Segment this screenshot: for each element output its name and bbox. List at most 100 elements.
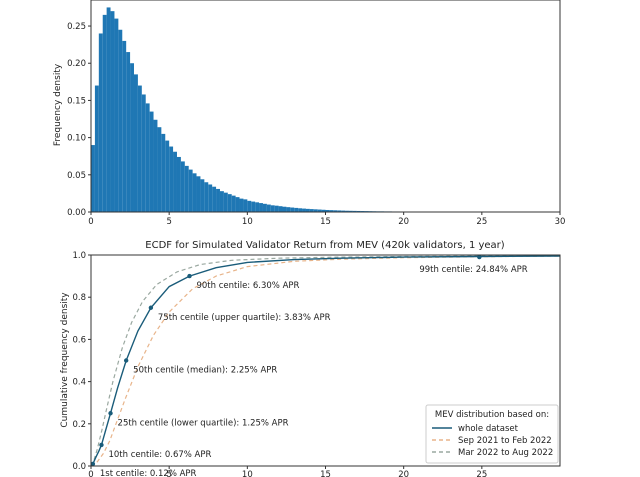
histogram-bar: [341, 210, 346, 212]
ecdf-frame: [90, 254, 561, 467]
centile-marker: [187, 273, 192, 279]
centile-marker: [90, 461, 96, 467]
histogram-bar: [235, 197, 240, 212]
centile-marker: [108, 411, 113, 416]
histogram-bar: [337, 210, 342, 212]
histogram-bar: [356, 210, 361, 212]
histogram-bar: [286, 207, 291, 212]
histogram-bar: [106, 7, 111, 212]
histogram-xtick-label: 5: [166, 217, 171, 227]
histogram-bar: [184, 165, 189, 212]
centile-label: 50th centile (median): 2.25% APR: [133, 366, 277, 376]
histogram-bar: [266, 204, 271, 212]
histogram-bar: [321, 209, 326, 212]
centile-label: 75th centile (upper quartile): 3.83% APR: [158, 313, 331, 323]
histogram-bar: [227, 194, 232, 212]
legend-title: MEV distribution based on:: [435, 410, 549, 420]
legend-items: whole dataset Sep 2021 to Feb 2022 Mar 202…: [432, 424, 553, 458]
histogram-bar: [329, 210, 334, 212]
histogram-ytick-label: 0.20: [67, 59, 86, 69]
histogram-bar: [149, 111, 154, 212]
ecdf-ytick-label: 0.0: [72, 462, 86, 472]
centile-marker: [99, 442, 104, 448]
histogram-panel: Frequency density 0 5 10 15 20 25 30 0.00 0.05 0.…: [53, 0, 565, 227]
centile-label: 25th centile (lower quartile): 1.25% APR: [118, 418, 289, 428]
legend-box: [425, 404, 559, 464]
ecdf-title: ECDF for Simulated Validator Return from…: [145, 240, 505, 251]
histogram-bar: [94, 85, 99, 212]
histogram-bar: [216, 188, 220, 212]
histogram-bar: [247, 200, 252, 212]
histogram-bar: [333, 210, 338, 212]
histogram-bar: [118, 29, 123, 213]
histogram-bar: [282, 206, 287, 212]
centile-label: 99th centile: 24.84% APR: [419, 265, 527, 275]
histogram-bars: [91, 7, 404, 213]
ecdf-ytick-label: 0.2: [72, 420, 86, 430]
histogram-bar: [137, 85, 142, 212]
histogram-bar: [192, 173, 197, 212]
histogram-bar: [130, 63, 134, 212]
histogram-bar: [313, 209, 318, 212]
ecdf-xtick-label: 20: [398, 470, 409, 477]
histogram-bar: [153, 119, 158, 212]
ecdf-panel: ECDF for Simulated Validator Return from…: [60, 240, 561, 477]
ecdf-series-line: [90, 255, 561, 467]
histogram-bar: [169, 146, 174, 212]
legend-label: Sep 2021 to Feb 2022: [458, 436, 552, 446]
histogram-bar: [161, 133, 166, 212]
ecdf-ytick-label: 0.4: [72, 378, 86, 388]
histogram-bar: [126, 52, 131, 212]
legend: MEV distribution based on: whole dataset…: [425, 404, 559, 464]
histogram-xtick-label: 10: [242, 217, 253, 227]
histogram-bar: [278, 206, 283, 212]
histogram-bar: [298, 208, 303, 212]
histogram-bar: [305, 208, 310, 212]
ecdf-xtick-label: 25: [476, 470, 487, 477]
ecdf-ytick-label: 0.6: [72, 335, 86, 345]
legend-label: Mar 2022 to Aug 2022: [458, 448, 553, 458]
histogram-bar: [262, 203, 267, 212]
histogram-bar: [255, 202, 260, 212]
ecdf-xtick-label: 0: [88, 470, 93, 477]
centile-label: 1st centile: 0.12% APR: [100, 469, 197, 477]
histogram-bar: [114, 18, 119, 212]
histogram-bar: [173, 151, 177, 212]
histogram-bar: [223, 192, 228, 212]
histogram-frame: [90, 0, 561, 213]
histogram-bar: [317, 209, 322, 212]
ecdf-ticks: 0 5 10 15 20 25 0.0 0.2 0.4 0.6 0.8 1.0: [72, 251, 487, 477]
histogram-bar: [176, 156, 181, 212]
histogram-bar: [259, 203, 263, 212]
histogram-bar: [102, 14, 107, 212]
histogram-bar: [239, 198, 244, 212]
histogram-bar: [208, 184, 213, 212]
histogram-bar: [204, 182, 209, 212]
histogram-bar: [294, 207, 299, 212]
histogram-xtick-label: 20: [398, 217, 409, 227]
histogram-xtick-label: 25: [476, 217, 487, 227]
histogram-bar: [325, 209, 330, 212]
centile-marker: [148, 305, 154, 310]
centile-marker: [123, 358, 129, 363]
histogram-bar: [141, 94, 146, 212]
histogram-bar: [98, 33, 103, 213]
histogram-bar: [302, 208, 306, 212]
ecdf-ytick-label: 0.8: [72, 293, 86, 303]
histogram-bar: [219, 191, 224, 212]
histogram-bar: [188, 169, 193, 212]
ecdf-xtick-label: 10: [242, 470, 253, 477]
histogram-bar: [196, 176, 201, 212]
histogram-ytick-label: 0.15: [67, 96, 86, 106]
histogram-bar: [180, 161, 185, 212]
histogram-ytick-label: 0.00: [67, 208, 86, 218]
histogram-bar: [345, 210, 349, 212]
histogram-bar: [110, 11, 115, 212]
ecdf-ylabel: Cumulative frequency density: [60, 292, 70, 428]
ecdf-annotations: 1st centile: 0.12% APR 10th centile: 0.67…: [90, 254, 528, 477]
histogram-ytick-label: 0.05: [67, 171, 86, 181]
ecdf-xtick-label: 5: [166, 470, 171, 477]
histogram-bar: [122, 40, 127, 213]
histogram-bar: [243, 199, 248, 212]
histogram-bar: [145, 103, 150, 212]
